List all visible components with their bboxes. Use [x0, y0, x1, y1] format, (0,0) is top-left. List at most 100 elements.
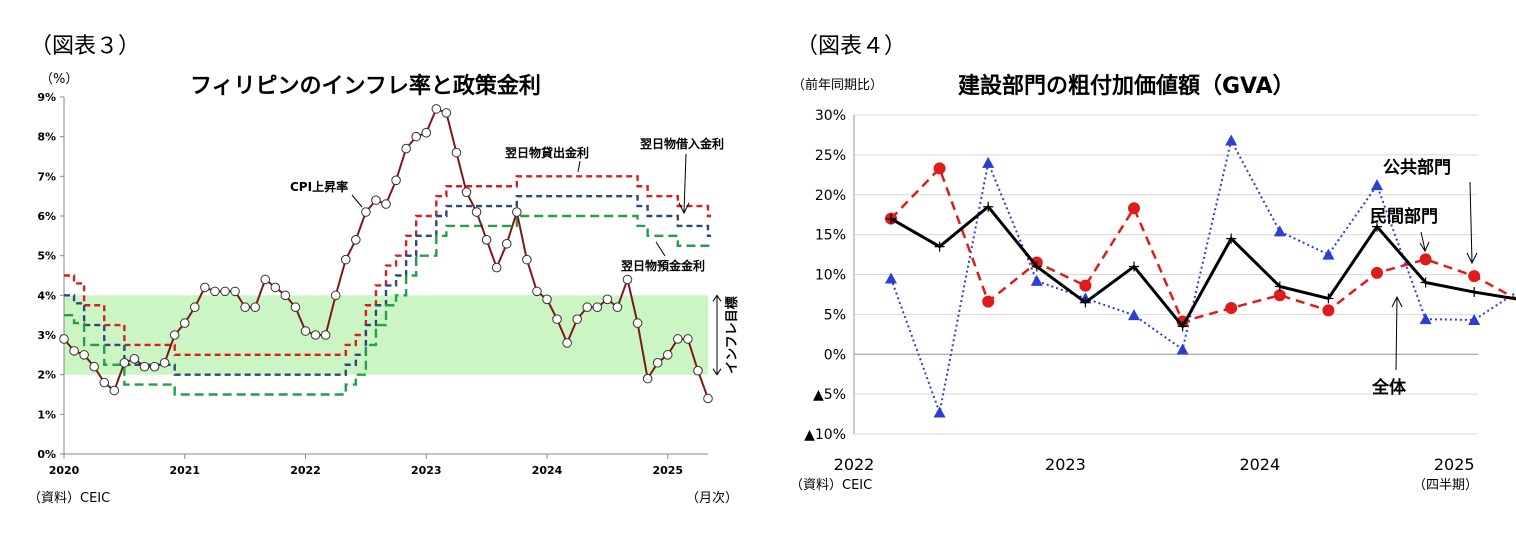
y-tick-label: 1% [37, 408, 56, 421]
public-sector-point [885, 272, 897, 284]
cpi-point [512, 207, 522, 217]
private-sector-point [1079, 279, 1092, 292]
total-label-arrowhead [1391, 295, 1403, 308]
public-sector-point [1468, 313, 1481, 325]
public-sector-point [933, 406, 946, 418]
cpi-point [159, 357, 170, 368]
figure-3-panel: （図表３） フィリピンのインフレ率と政策金利 （%） 0% 1% 2% 3% 4% 5% 6… [28, 34, 740, 506]
cpi-point [310, 330, 321, 340]
total-point [1226, 233, 1237, 244]
cpi-point [391, 175, 401, 186]
y-axis-unit: （%） [40, 72, 79, 87]
cpi-point [139, 361, 150, 372]
x-tick-label: 2021 [169, 464, 200, 477]
cpi-point [320, 330, 331, 340]
cpi-point [190, 302, 200, 313]
x-tick-label: 2022 [290, 464, 321, 477]
construction-gva-chart: ▲10% ▲5% 0% 5% 10% 15% 20% 25% 30% 2022 2023 2024 20… [804, 108, 1516, 474]
cpi-point [421, 127, 432, 138]
total-point [983, 201, 994, 212]
total-point [934, 241, 945, 252]
cpi-point [200, 282, 210, 293]
total-line [890, 204, 1516, 330]
private-label-arrow [1420, 231, 1426, 251]
borrowing-rate-label: 翌日物借入金利 [640, 136, 724, 151]
lending-rate-label: 翌日物貸出金利 [505, 145, 589, 160]
cpi-point [683, 334, 693, 344]
figure-label: （図表４） [796, 34, 907, 59]
x-tick-label: 2023 [1045, 455, 1086, 474]
x-tick-label: 2025 [652, 464, 683, 477]
x-tick-label: 2025 [1434, 455, 1475, 474]
total-point [1274, 281, 1285, 292]
private-sector-point [982, 295, 995, 308]
private-sector-point [1419, 253, 1432, 266]
cpi-point [461, 187, 472, 197]
cpi-point [340, 254, 351, 265]
public-sector-point [1030, 274, 1043, 286]
cpi-point [441, 108, 452, 118]
cpi-point [260, 274, 271, 285]
source-note: （資料）CEIC [790, 478, 873, 493]
public-sector-line [890, 137, 1516, 417]
private-sector-label: 民間部門 [1370, 206, 1438, 227]
y-tick-label: 25% [815, 148, 846, 164]
cpi-point [562, 338, 572, 348]
y-axis-unit: （前年同期比） [792, 78, 884, 93]
cpi-point [652, 357, 663, 368]
y-tick-label: 4% [37, 289, 56, 302]
private-sector-point [1322, 304, 1335, 317]
y-tick-label: 0% [824, 347, 846, 363]
cpi-point [59, 334, 69, 344]
cpi-point [69, 346, 79, 356]
cpi-point [552, 314, 562, 324]
public-label-arrow [1469, 181, 1473, 263]
source-note: （資料）CEIC [28, 491, 111, 506]
cpi-point [89, 361, 99, 372]
y-tick-label: 30% [815, 108, 846, 124]
x-tick-label: 2023 [411, 464, 442, 477]
cpi-point [361, 207, 371, 217]
cpi-point [250, 302, 260, 313]
target-bracket-bottom [712, 368, 722, 376]
cpi-point [220, 286, 230, 297]
target-band-label: インフレ目標 [724, 296, 740, 374]
deposit-label-arrow [655, 241, 666, 257]
total-point [886, 213, 896, 224]
cpi-point [129, 354, 140, 364]
cpi-point [662, 350, 673, 360]
cpi-point [99, 377, 110, 388]
public-sector-point [1176, 343, 1189, 355]
total-point [1323, 293, 1334, 304]
cpi-point [622, 274, 633, 285]
private-sector-point [1273, 289, 1286, 302]
y-tick-label: 3% [37, 329, 56, 342]
chart-title: フィリピンのインフレ率と政策金利 [190, 74, 541, 99]
cpi-point [602, 294, 613, 305]
cpi-point [703, 393, 713, 404]
deposit-rate-label: 翌日物預金金利 [621, 258, 705, 273]
cpi-point [491, 262, 502, 273]
figure-label: （図表３） [30, 34, 141, 59]
y-tick-label: 2% [37, 369, 56, 382]
total-point [1420, 277, 1431, 288]
cpi-point [471, 207, 482, 217]
cpi-point [481, 235, 492, 245]
public-sector-point [982, 156, 995, 168]
public-sector-label: 公共部門 [1383, 157, 1451, 178]
y-tick-label: 8% [37, 131, 56, 144]
y-tick-label: 7% [37, 170, 56, 183]
public-sector-point [1322, 248, 1335, 260]
public-label-arrowhead [1466, 252, 1478, 265]
public-sector-point [1419, 313, 1432, 325]
cpi-point [230, 286, 240, 297]
cpi-point [351, 235, 361, 245]
y-tick-label: ▲10% [804, 427, 846, 443]
y-tick-label: 20% [815, 188, 846, 204]
cpi-point [632, 318, 643, 328]
y-tick-label: 5% [824, 307, 846, 323]
cpi-point [501, 238, 512, 249]
total-label: 全体 [1371, 377, 1407, 398]
borrowing-label-arrow [683, 153, 687, 213]
cpi-point [290, 302, 301, 313]
